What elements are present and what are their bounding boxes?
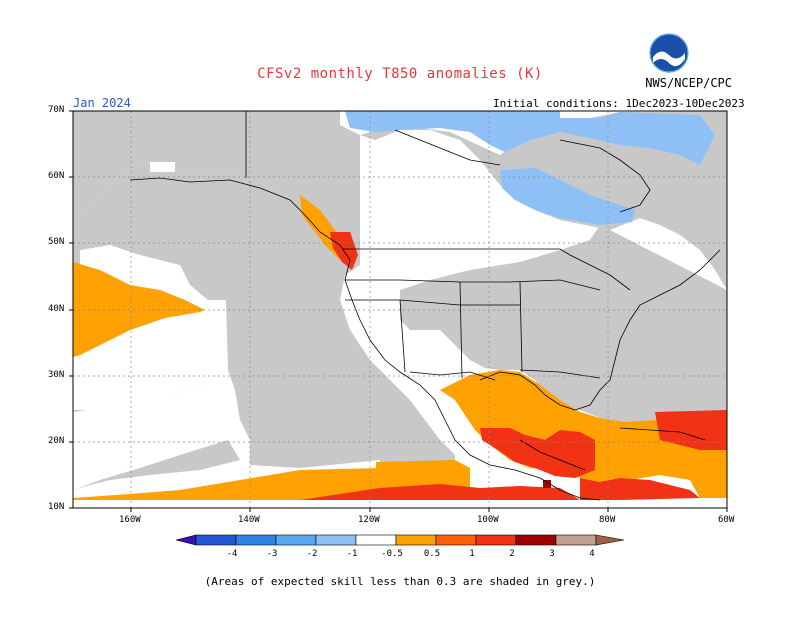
- colorbar-segment: [315, 534, 357, 546]
- organization-label: NWS/NCEP/CPC: [645, 76, 732, 90]
- colorbar-tick-label: -1: [347, 549, 358, 559]
- colorbar-segment: [515, 534, 557, 546]
- lon-label: 80W: [599, 515, 616, 525]
- lon-label: 140W: [238, 515, 260, 525]
- colorbar-segment: [475, 534, 517, 546]
- lat-label: 60N: [48, 171, 65, 181]
- colorbar-tick-label: 4: [589, 549, 594, 559]
- noaa-logo-icon: [649, 33, 689, 73]
- colorbar-arrow-high: [595, 534, 625, 546]
- colorbar-tick-label: -2: [307, 549, 318, 559]
- lat-label: 50N: [48, 237, 65, 247]
- colorbar-segment: [395, 534, 437, 546]
- lon-label: 120W: [358, 515, 380, 525]
- positive-anomaly-regions-2-to-3: [543, 480, 551, 488]
- colorbar-tick-label: -3: [267, 549, 278, 559]
- colorbar-tick-label: -4: [227, 549, 238, 559]
- colorbar-segment: [355, 534, 397, 546]
- negative-anomaly-regions: [345, 111, 715, 225]
- lon-label: 160W: [119, 515, 141, 525]
- colorbar-tick-label: 2: [509, 549, 514, 559]
- initial-conditions: Initial conditions: 1Dec2023-10Dec2023: [493, 97, 745, 110]
- colorbar-segment: [195, 534, 237, 546]
- colorbar-segment: [275, 534, 317, 546]
- lat-label: 10N: [48, 502, 65, 512]
- colorbar-segment: [435, 534, 477, 546]
- colorbar-arrow-low: [175, 534, 197, 546]
- colorbar-segment: [235, 534, 277, 546]
- colorbar-segment: [555, 534, 597, 546]
- lon-label: 100W: [477, 515, 499, 525]
- map-title: CFSv2 monthly T850 anomalies (K): [257, 66, 543, 82]
- colorbar-tick-label: 3: [549, 549, 554, 559]
- colorbar-tick-label: -0.5: [381, 549, 403, 559]
- coastlines: [129, 111, 721, 501]
- positive-anomaly-regions-1-to-2: [300, 232, 727, 500]
- lat-label: 20N: [48, 436, 65, 446]
- axis-ticks: [69, 110, 728, 512]
- colorbar-tick-label: 0.5: [424, 549, 440, 559]
- lat-label: 40N: [48, 304, 65, 314]
- lon-label: 60W: [718, 515, 735, 525]
- colorbar: -4 -3 -2 -1 -0.5 0.5 1 2 3 4: [175, 534, 625, 559]
- lat-label: 70N: [48, 105, 65, 115]
- forecast-month: Jan 2024: [73, 96, 131, 110]
- lat-label: 30N: [48, 370, 65, 380]
- skill-note: (Areas of expected skill less than 0.3 a…: [204, 575, 596, 588]
- colorbar-tick-label: 1: [469, 549, 474, 559]
- graticule: [73, 111, 727, 508]
